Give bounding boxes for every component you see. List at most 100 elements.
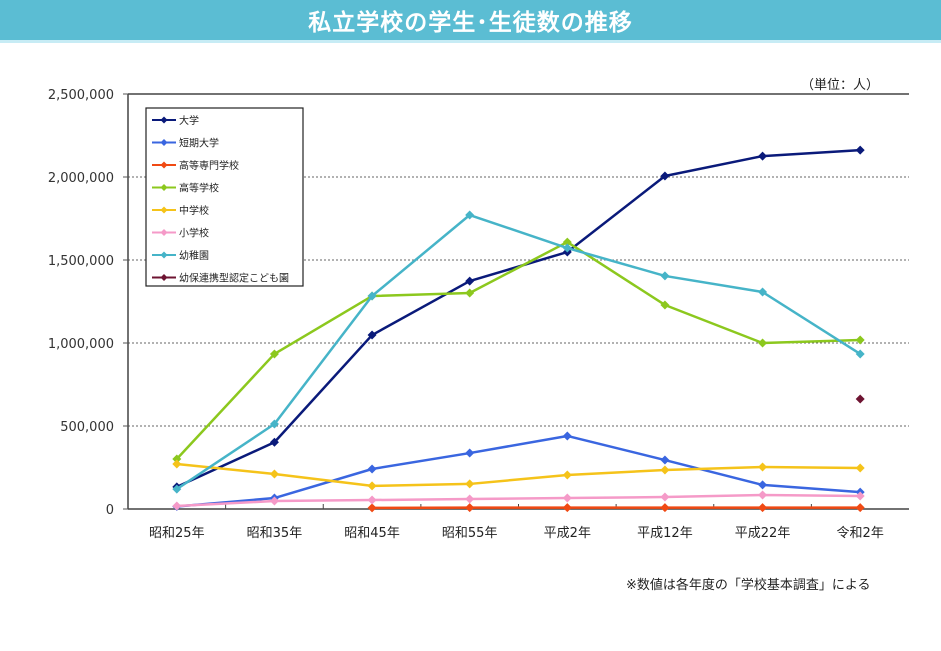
- data-point: [855, 491, 865, 501]
- data-point: [269, 437, 279, 447]
- data-point: [269, 496, 279, 506]
- x-tick-label: 昭和25年: [149, 526, 205, 541]
- series-3: [172, 237, 865, 464]
- title-banner: 私立学校の学生･生徒数の推移: [0, 0, 941, 43]
- data-point: [269, 419, 279, 429]
- data-point: [367, 503, 377, 513]
- data-point: [660, 300, 670, 310]
- data-point: [660, 171, 670, 181]
- data-point: [562, 493, 572, 503]
- data-point: [562, 243, 572, 253]
- data-point: [758, 151, 768, 161]
- data-point: [660, 455, 670, 465]
- data-point: [855, 394, 865, 404]
- data-point: [465, 479, 475, 489]
- legend-marker: [160, 251, 168, 259]
- legend-label: 幼保連携型認定こども園: [179, 272, 289, 285]
- legend-item: 中学校: [152, 204, 209, 217]
- data-point: [172, 501, 182, 511]
- y-tick-label: 0: [106, 503, 114, 518]
- data-point: [855, 349, 865, 359]
- legend-label: 高等学校: [179, 182, 219, 195]
- series-line: [176, 493, 861, 508]
- x-tick-label: 昭和35年: [247, 526, 303, 541]
- legend-item: 高等学校: [152, 182, 219, 195]
- x-axis-ticks: 昭和25年 昭和35年 昭和45年 昭和55年 平成2年 平成12年 平成22年 令和2年: [149, 504, 884, 541]
- legend-item: 小学校: [152, 227, 209, 240]
- data-point: [172, 454, 182, 464]
- x-tick-label: 昭和55年: [442, 526, 498, 541]
- y-tick-label: 2,000,000: [48, 171, 114, 186]
- data-point: [758, 287, 768, 297]
- data-point: [562, 237, 572, 247]
- data-point: [758, 480, 768, 490]
- data-point: [660, 271, 670, 281]
- data-point: [172, 459, 182, 469]
- x-tick-label: 平成12年: [637, 526, 693, 541]
- data-point: [562, 470, 572, 480]
- data-point: [367, 481, 377, 491]
- footnote: ※数値は各年度の「学校基本調査」による: [626, 578, 871, 593]
- legend-label: 中学校: [179, 204, 209, 217]
- x-tick-label: 昭和45年: [344, 526, 400, 541]
- data-point: [660, 503, 670, 513]
- y-tick-label: 1,500,000: [48, 254, 114, 269]
- data-point: [758, 503, 768, 513]
- legend-label: 幼稚園: [179, 249, 209, 262]
- legend-box: [145, 107, 304, 287]
- data-point: [562, 431, 572, 441]
- legend-marker: [160, 116, 168, 124]
- y-axis-ticks: 0 500,000 1,000,000 1,500,000 2,000,000 2,500…: [48, 88, 128, 518]
- data-point: [855, 335, 865, 345]
- data-point: [465, 503, 475, 513]
- data-point: [465, 210, 475, 220]
- series-line: [175, 240, 861, 460]
- data-point: [855, 503, 865, 513]
- series-2: [367, 503, 865, 513]
- unit-label: （単位：人）: [800, 78, 879, 93]
- series-7: [855, 394, 865, 404]
- legend-label: 小学校: [179, 227, 209, 240]
- legend-marker: [160, 161, 168, 169]
- x-tick-label: 平成22年: [735, 526, 791, 541]
- data-point: [562, 503, 572, 513]
- legend-marker: [160, 274, 168, 281]
- legend-item: 短期大学: [152, 137, 219, 150]
- y-tick-label: 1,000,000: [48, 337, 114, 352]
- data-point: [855, 145, 865, 155]
- data-point: [758, 490, 768, 500]
- data-point: [367, 291, 377, 301]
- x-tick-label: 平成2年: [544, 526, 591, 541]
- data-point: [465, 494, 475, 504]
- y-tick-label: 2,500,000: [48, 88, 114, 103]
- legend-item: 高等専門学校: [152, 159, 239, 172]
- data-point: [269, 469, 279, 479]
- data-point: [660, 492, 670, 502]
- series-line: [176, 434, 861, 508]
- data-point: [367, 330, 377, 340]
- data-point: [465, 448, 475, 458]
- data-point: [367, 495, 377, 505]
- series-5: [172, 490, 865, 511]
- legend-item: 幼保連携型認定こども園: [152, 272, 289, 285]
- series-4: [172, 459, 865, 491]
- legend-marker: [160, 184, 168, 191]
- legend-marker: [160, 139, 168, 146]
- legend-item: 幼稚園: [152, 249, 209, 262]
- data-point: [855, 463, 865, 473]
- legend-label: 大学: [179, 114, 199, 127]
- legend-marker: [160, 229, 168, 236]
- data-point: [465, 276, 475, 286]
- data-point: [367, 464, 377, 474]
- series-line: [176, 213, 861, 491]
- data-point: [269, 349, 279, 359]
- legend-label: 短期大学: [179, 137, 219, 150]
- data-point: [172, 484, 182, 494]
- page-title: 私立学校の学生･生徒数の推移: [308, 10, 633, 36]
- y-tick-label: 500,000: [60, 420, 114, 435]
- data-point: [758, 462, 768, 472]
- x-tick-label: 令和2年: [837, 526, 884, 541]
- legend-marker: [160, 206, 168, 214]
